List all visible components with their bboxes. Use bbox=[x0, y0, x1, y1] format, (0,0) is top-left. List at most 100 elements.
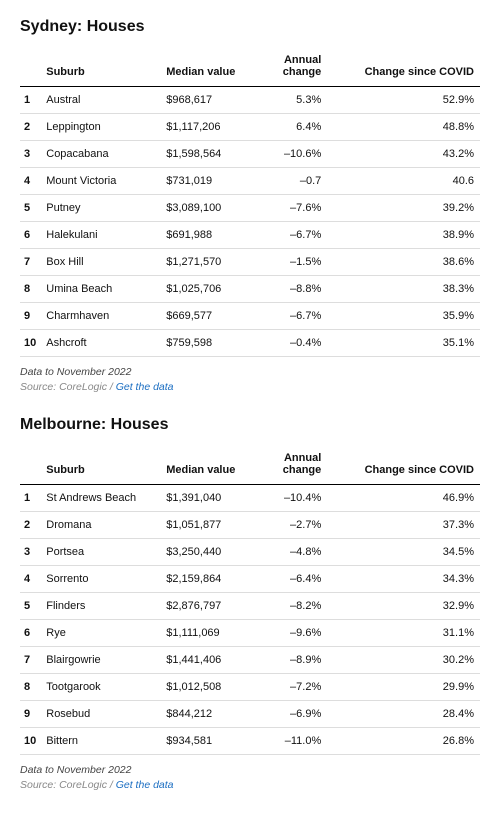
cell-median: $691,988 bbox=[162, 222, 257, 249]
cell-covid: 38.9% bbox=[327, 222, 480, 249]
cell-annual: –10.6% bbox=[257, 141, 327, 168]
get-data-link[interactable]: Get the data bbox=[116, 779, 174, 791]
cell-rank: 9 bbox=[20, 303, 42, 330]
table-row: 1Austral$968,6175.3%52.9% bbox=[20, 87, 480, 114]
cell-covid: 52.9% bbox=[327, 87, 480, 114]
meta-date: Data to November 2022 bbox=[20, 763, 480, 778]
table-row: 1St Andrews Beach$1,391,040–10.4%46.9% bbox=[20, 485, 480, 512]
table-row: 6Halekulani$691,988–6.7%38.9% bbox=[20, 222, 480, 249]
cell-median: $1,117,206 bbox=[162, 114, 257, 141]
cell-covid: 43.2% bbox=[327, 141, 480, 168]
table-row: 10Bittern$934,581–11.0%26.8% bbox=[20, 728, 480, 755]
cell-suburb: Putney bbox=[42, 195, 162, 222]
cell-rank: 1 bbox=[20, 485, 42, 512]
table-row: 3Copacabana$1,598,564–10.6%43.2% bbox=[20, 141, 480, 168]
cell-suburb: Copacabana bbox=[42, 141, 162, 168]
cell-annual: –6.4% bbox=[257, 566, 327, 593]
data-table: SuburbMedian valueAnnual changeChange si… bbox=[20, 444, 480, 755]
table-row: 9Charmhaven$669,577–6.7%35.9% bbox=[20, 303, 480, 330]
cell-suburb: Rosebud bbox=[42, 701, 162, 728]
meta-source: Source: CoreLogic / Get the data bbox=[20, 380, 480, 395]
cell-median: $934,581 bbox=[162, 728, 257, 755]
cell-covid: 37.3% bbox=[327, 512, 480, 539]
cell-suburb: Charmhaven bbox=[42, 303, 162, 330]
cell-rank: 3 bbox=[20, 141, 42, 168]
cell-suburb: Halekulani bbox=[42, 222, 162, 249]
table-row: 7Blairgowrie$1,441,406–8.9%30.2% bbox=[20, 647, 480, 674]
cell-median: $2,876,797 bbox=[162, 593, 257, 620]
cell-suburb: Rye bbox=[42, 620, 162, 647]
cell-annual: –8.9% bbox=[257, 647, 327, 674]
table-row: 10Ashcroft$759,598–0.4%35.1% bbox=[20, 330, 480, 357]
cell-covid: 29.9% bbox=[327, 674, 480, 701]
meta-source-label: Source: CoreLogic / bbox=[20, 381, 116, 393]
cell-rank: 1 bbox=[20, 87, 42, 114]
col-header-median: Median value bbox=[162, 46, 257, 87]
cell-annual: –0.7 bbox=[257, 168, 327, 195]
table-row: 8Umina Beach$1,025,706–8.8%38.3% bbox=[20, 276, 480, 303]
cell-median: $2,159,864 bbox=[162, 566, 257, 593]
cell-median: $844,212 bbox=[162, 701, 257, 728]
cell-rank: 2 bbox=[20, 512, 42, 539]
cell-annual: –4.8% bbox=[257, 539, 327, 566]
table-row: 2Leppington$1,117,2066.4%48.8% bbox=[20, 114, 480, 141]
col-header-median: Median value bbox=[162, 444, 257, 485]
col-header-suburb: Suburb bbox=[42, 46, 162, 87]
table-meta: Data to November 2022Source: CoreLogic /… bbox=[20, 763, 480, 792]
cell-annual: –6.7% bbox=[257, 303, 327, 330]
col-header-annual: Annual change bbox=[257, 444, 327, 485]
cell-rank: 3 bbox=[20, 539, 42, 566]
cell-rank: 5 bbox=[20, 195, 42, 222]
cell-covid: 39.2% bbox=[327, 195, 480, 222]
col-header-rank bbox=[20, 46, 42, 87]
cell-suburb: Ashcroft bbox=[42, 330, 162, 357]
cell-suburb: Mount Victoria bbox=[42, 168, 162, 195]
cell-suburb: Umina Beach bbox=[42, 276, 162, 303]
cell-covid: 30.2% bbox=[327, 647, 480, 674]
cell-annual: –2.7% bbox=[257, 512, 327, 539]
section-title: Melbourne: Houses bbox=[20, 416, 480, 434]
table-section: Melbourne: Houses SuburbMedian valueAnnua… bbox=[20, 416, 480, 792]
table-row: 3Portsea$3,250,440–4.8%34.5% bbox=[20, 539, 480, 566]
table-row: 5Flinders$2,876,797–8.2%32.9% bbox=[20, 593, 480, 620]
cell-suburb: Austral bbox=[42, 87, 162, 114]
cell-median: $669,577 bbox=[162, 303, 257, 330]
cell-rank: 7 bbox=[20, 249, 42, 276]
cell-median: $1,012,508 bbox=[162, 674, 257, 701]
cell-suburb: Tootgarook bbox=[42, 674, 162, 701]
cell-median: $731,019 bbox=[162, 168, 257, 195]
cell-rank: 10 bbox=[20, 330, 42, 357]
col-header-rank bbox=[20, 444, 42, 485]
cell-median: $3,089,100 bbox=[162, 195, 257, 222]
table-row: 6Rye$1,111,069–9.6%31.1% bbox=[20, 620, 480, 647]
cell-annual: –1.5% bbox=[257, 249, 327, 276]
cell-covid: 26.8% bbox=[327, 728, 480, 755]
get-data-link[interactable]: Get the data bbox=[116, 381, 174, 393]
cell-covid: 38.6% bbox=[327, 249, 480, 276]
cell-annual: –9.6% bbox=[257, 620, 327, 647]
meta-source-label: Source: CoreLogic / bbox=[20, 779, 116, 791]
meta-date: Data to November 2022 bbox=[20, 365, 480, 380]
cell-rank: 9 bbox=[20, 701, 42, 728]
cell-median: $759,598 bbox=[162, 330, 257, 357]
cell-rank: 2 bbox=[20, 114, 42, 141]
cell-median: $1,111,069 bbox=[162, 620, 257, 647]
cell-annual: –11.0% bbox=[257, 728, 327, 755]
cell-covid: 48.8% bbox=[327, 114, 480, 141]
cell-covid: 35.9% bbox=[327, 303, 480, 330]
cell-annual: –10.4% bbox=[257, 485, 327, 512]
cell-rank: 8 bbox=[20, 276, 42, 303]
cell-median: $1,441,406 bbox=[162, 647, 257, 674]
table-section: Sydney: HousesSuburbMedian valueAnnual c… bbox=[20, 18, 480, 394]
cell-covid: 40.6 bbox=[327, 168, 480, 195]
cell-covid: 34.3% bbox=[327, 566, 480, 593]
cell-rank: 8 bbox=[20, 674, 42, 701]
cell-covid: 34.5% bbox=[327, 539, 480, 566]
cell-rank: 10 bbox=[20, 728, 42, 755]
cell-rank: 7 bbox=[20, 647, 42, 674]
cell-annual: –0.4% bbox=[257, 330, 327, 357]
table-row: 8Tootgarook$1,012,508–7.2%29.9% bbox=[20, 674, 480, 701]
cell-rank: 5 bbox=[20, 593, 42, 620]
col-header-suburb: Suburb bbox=[42, 444, 162, 485]
cell-rank: 6 bbox=[20, 222, 42, 249]
